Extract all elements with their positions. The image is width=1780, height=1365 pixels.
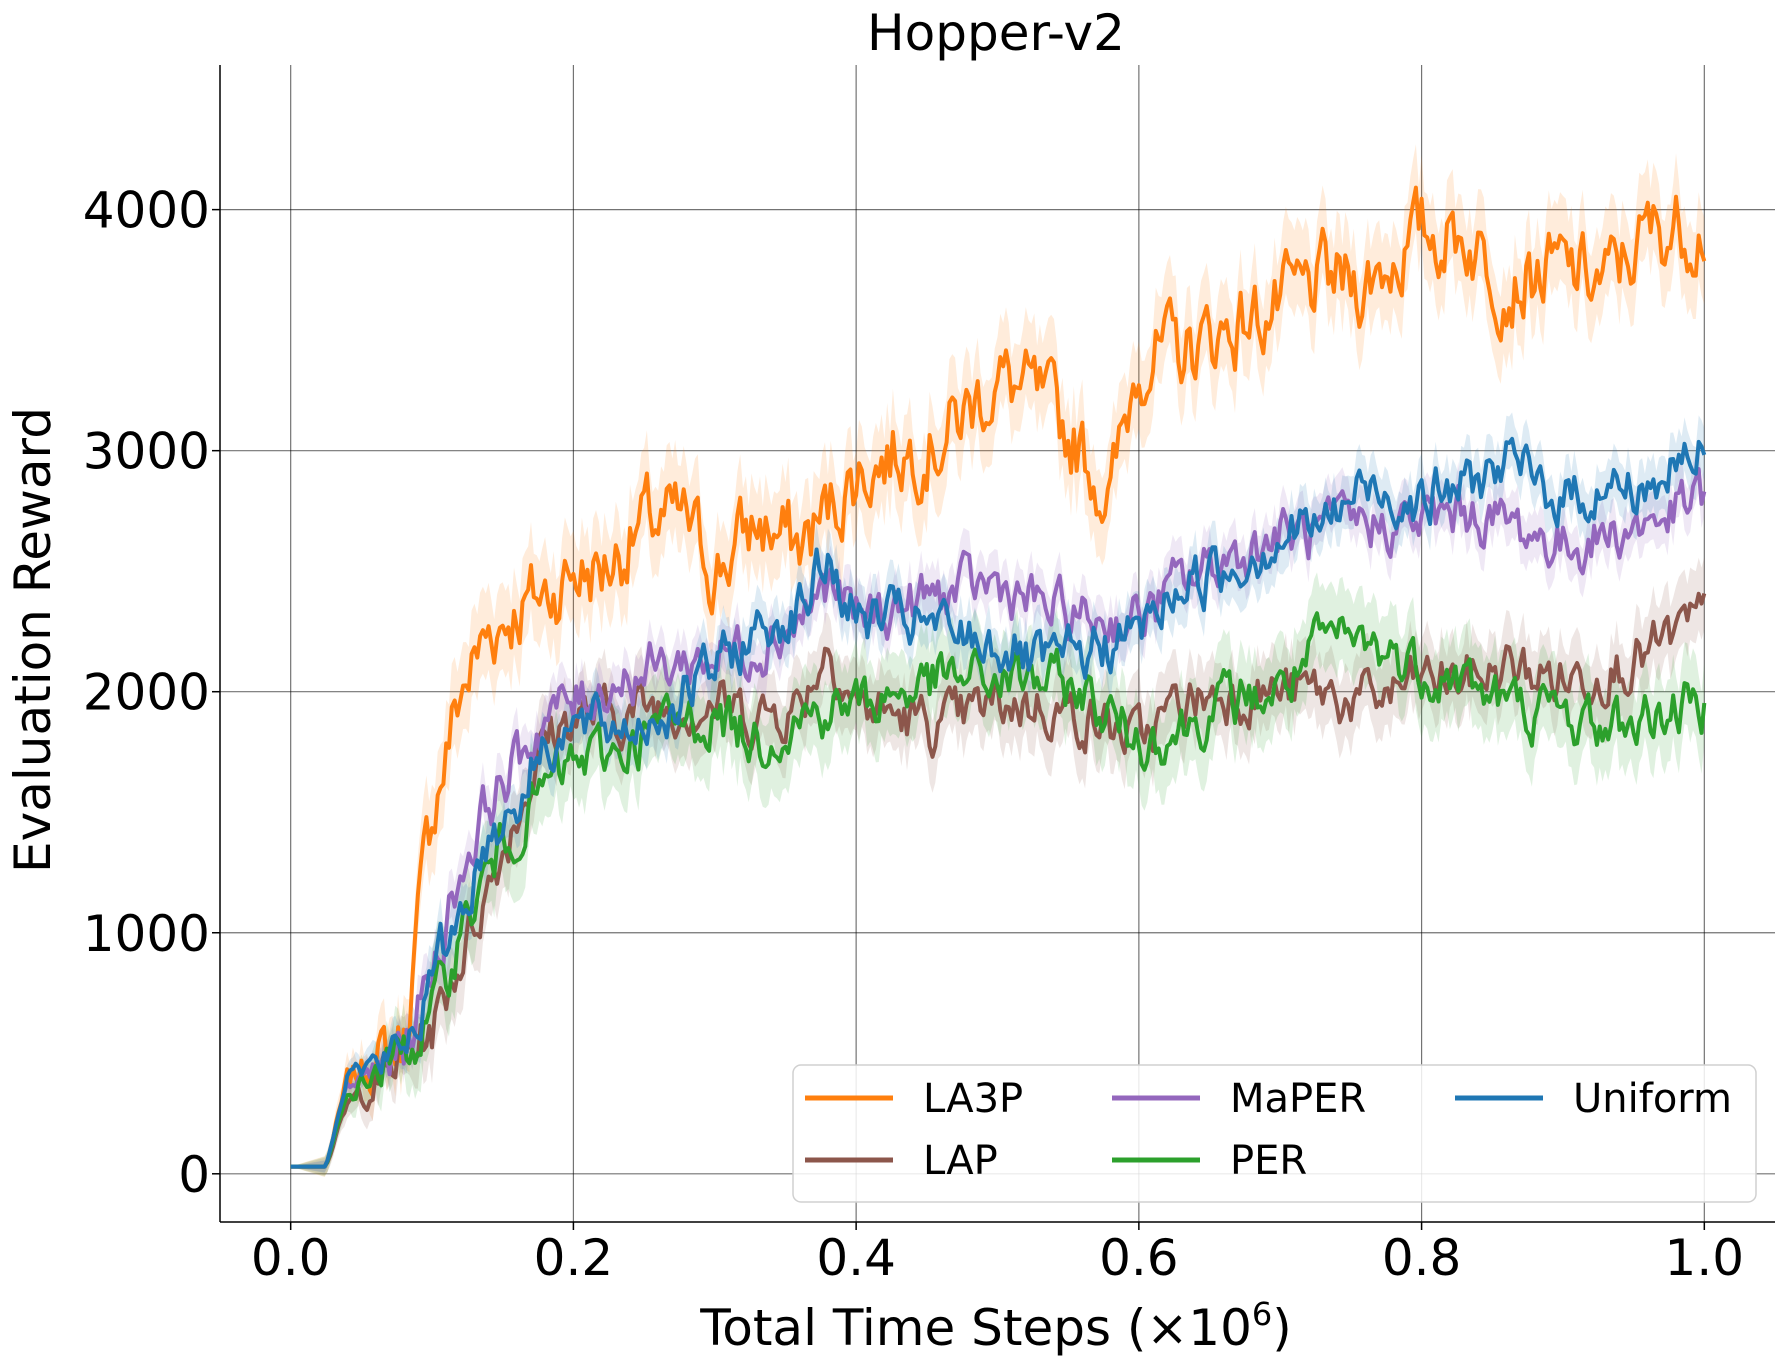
y-tick-label-2: 2000 <box>83 664 210 722</box>
x-axis-label-close: ) <box>1272 1299 1292 1357</box>
x-tick-label-3: 0.6 <box>1099 1229 1179 1287</box>
legend-label-lap: LAP <box>923 1138 998 1184</box>
y-tick-label-0: 0 <box>178 1146 210 1204</box>
y-tick-label-4: 4000 <box>83 182 210 240</box>
series-line-per <box>290 611 1707 1169</box>
y-tick-label-3: 3000 <box>83 423 210 481</box>
legend-label-la3p: LA3P <box>923 1076 1023 1122</box>
y-tick-label-1: 1000 <box>83 905 210 963</box>
chart-title: Hopper-v2 <box>867 4 1125 62</box>
legend-label-maper: MaPER <box>1230 1076 1366 1122</box>
band-uniform <box>290 412 1705 1173</box>
x-tick-label-4: 0.8 <box>1382 1229 1462 1287</box>
series-lines <box>290 185 1707 1169</box>
series-line-uniform <box>290 436 1707 1169</box>
x-tick-label-2: 0.4 <box>816 1229 896 1287</box>
x-tick-label-1: 0.2 <box>534 1229 614 1287</box>
tick-labels: 0.0 0.2 0.4 0.6 0.8 1.0 0 1000 2000 3000 4000 <box>83 182 1744 1287</box>
x-axis-label: Total Time Steps (×106) <box>699 1295 1292 1357</box>
legend-label-uniform: Uniform <box>1573 1076 1732 1122</box>
series-line-maper <box>290 467 1707 1169</box>
axes <box>219 65 1775 1223</box>
x-axis-label-exponent: 6 <box>1252 1295 1272 1333</box>
x-tick-label-5: 1.0 <box>1665 1229 1745 1287</box>
x-tick-label-0: 0.0 <box>251 1229 331 1287</box>
band-la3p <box>290 144 1705 1177</box>
series-line-la3p <box>290 185 1707 1169</box>
y-axis-label: Evaluation Reward <box>4 407 62 873</box>
legend: LA3P LAP MaPER PER Uniform <box>792 1064 1757 1203</box>
x-axis-label-main: Total Time Steps (×10 <box>699 1299 1252 1357</box>
legend-label-per: PER <box>1230 1138 1307 1184</box>
